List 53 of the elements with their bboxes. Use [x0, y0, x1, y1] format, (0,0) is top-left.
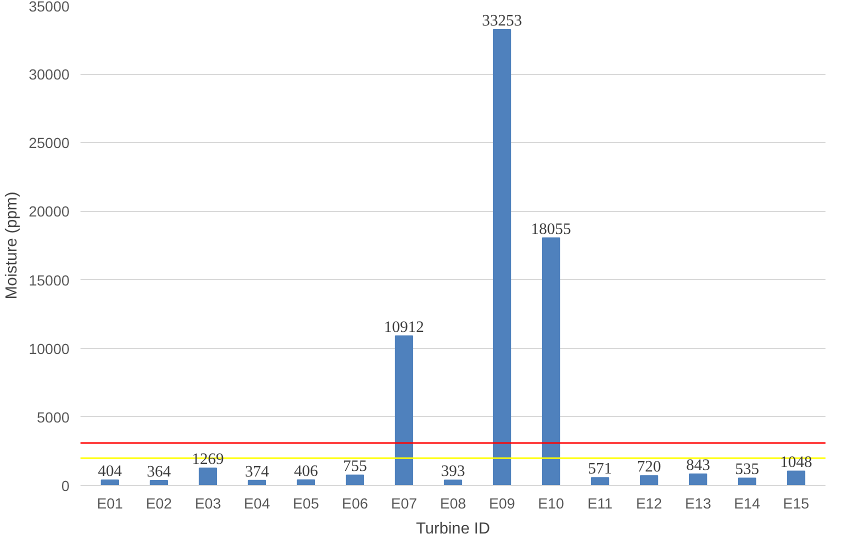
data-label: 393	[441, 463, 465, 480]
x-tick-label: E12	[636, 496, 662, 512]
y-tick-label: 30000	[28, 68, 70, 84]
data-label: 374	[244, 463, 269, 480]
x-tick-label: E09	[488, 496, 516, 512]
data-label: 1048	[780, 454, 812, 472]
x-tick-label: E14	[734, 496, 760, 512]
data-label: 364	[146, 464, 171, 481]
bar	[640, 475, 658, 486]
x-tick-label: E05	[292, 496, 319, 512]
bar	[198, 468, 218, 486]
x-tick-label: E13	[685, 496, 712, 512]
data-label: 755	[342, 458, 367, 476]
y-tick-label: 10000	[28, 342, 70, 358]
x-tick-label: E01	[96, 496, 123, 512]
y-tick-label: 25000	[28, 136, 70, 152]
data-label: 33253	[482, 12, 522, 30]
data-label: 720	[637, 458, 662, 476]
x-axis-title: Turbine ID	[416, 520, 490, 538]
x-tick-label: E02	[146, 496, 172, 512]
x-tick-label: E11	[588, 496, 613, 512]
y-tick-label: 0	[61, 479, 70, 495]
bar	[542, 237, 560, 486]
bar	[492, 28, 512, 486]
bar	[346, 474, 364, 486]
x-tick-label: E03	[194, 496, 221, 512]
data-label: 843	[686, 456, 710, 474]
y-tick-label: 20000	[28, 204, 70, 221]
x-tick-label: E06	[342, 496, 368, 512]
data-label: 535	[735, 461, 760, 478]
y-tick-label: 35000	[28, 0, 70, 16]
x-tick-label: E10	[538, 496, 564, 512]
bar	[590, 477, 610, 486]
y-axis-title: Moisture (ppm)	[4, 192, 21, 300]
bar	[150, 480, 168, 486]
data-label: 406	[294, 462, 318, 480]
x-tick-label: E04	[244, 496, 270, 512]
x-tick-label: E07	[390, 496, 418, 512]
y-tick-label: 5000	[36, 410, 70, 426]
bar	[444, 480, 462, 486]
x-tick-label: E15	[783, 496, 810, 512]
y-tick-label: 15000	[28, 273, 70, 290]
x-tick-label: E08	[440, 496, 466, 512]
bar	[787, 470, 806, 486]
bar	[100, 479, 119, 486]
data-label: 18055	[531, 220, 572, 238]
bar	[394, 335, 414, 486]
bar	[688, 473, 708, 486]
data-label: 571	[588, 460, 612, 478]
bar	[738, 478, 756, 486]
data-label: 404	[98, 462, 122, 480]
bar	[296, 479, 316, 486]
data-label: 10912	[384, 318, 424, 336]
